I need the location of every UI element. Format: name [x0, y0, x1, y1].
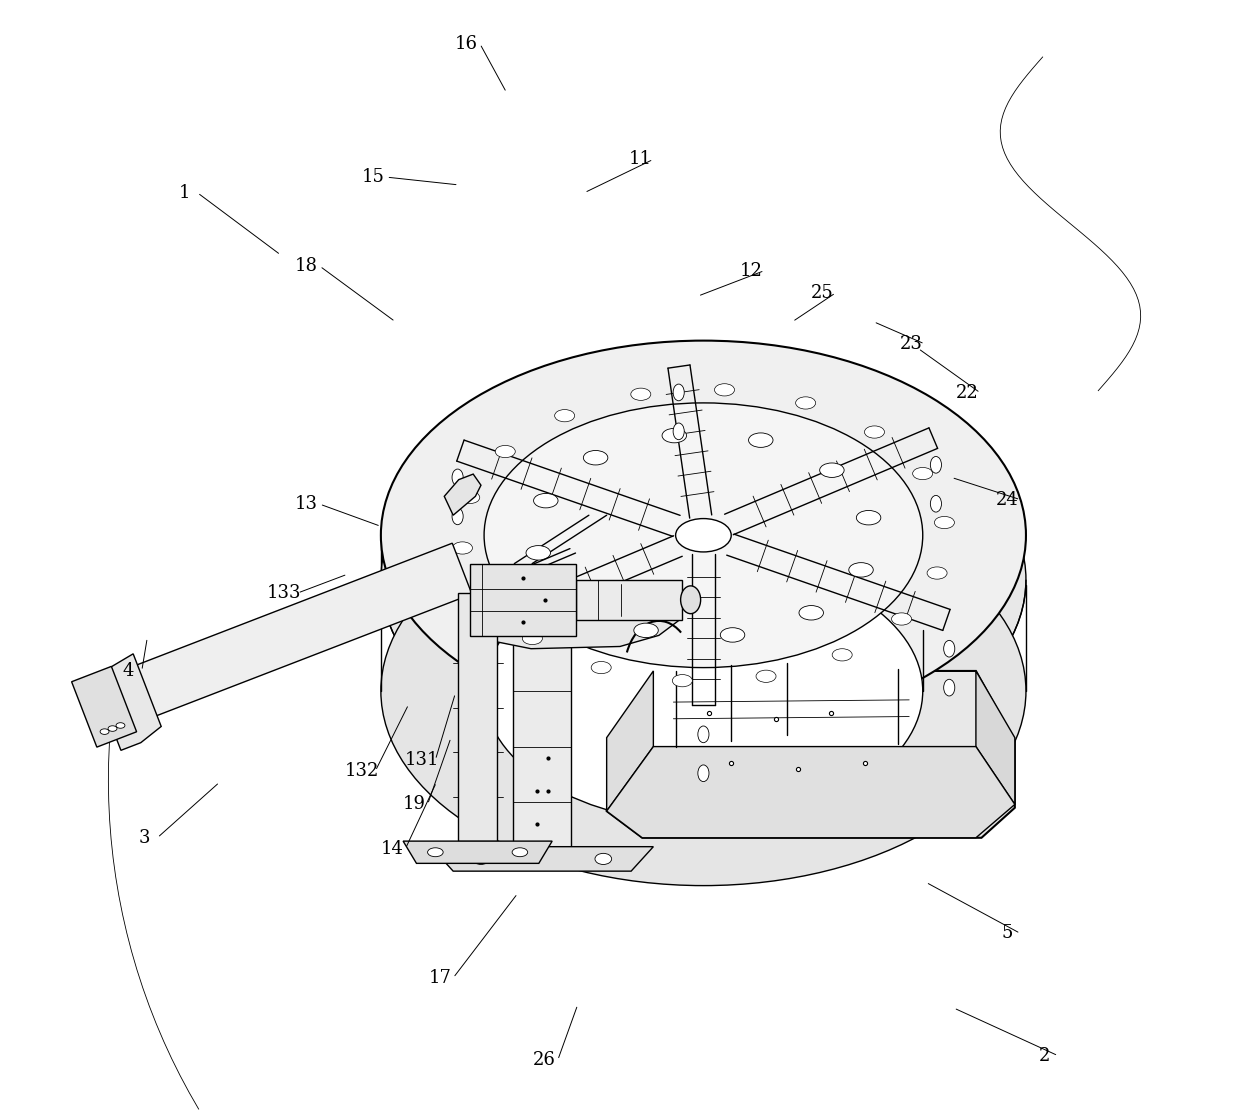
Ellipse shape	[522, 632, 542, 644]
Polygon shape	[444, 474, 481, 515]
Ellipse shape	[676, 518, 732, 552]
Ellipse shape	[756, 670, 776, 682]
Ellipse shape	[381, 385, 1025, 775]
Ellipse shape	[944, 640, 955, 657]
Ellipse shape	[944, 679, 955, 696]
Ellipse shape	[526, 545, 551, 560]
Polygon shape	[72, 667, 136, 747]
Ellipse shape	[820, 463, 844, 477]
Polygon shape	[976, 671, 1014, 804]
Text: 14: 14	[381, 840, 403, 857]
Text: 131: 131	[404, 750, 439, 769]
Ellipse shape	[453, 542, 472, 554]
Ellipse shape	[100, 729, 109, 735]
Ellipse shape	[453, 469, 464, 486]
Text: 5: 5	[1002, 924, 1013, 942]
Ellipse shape	[591, 661, 611, 673]
Polygon shape	[432, 846, 653, 871]
Ellipse shape	[832, 649, 852, 661]
Polygon shape	[403, 841, 552, 863]
Text: 16: 16	[455, 35, 477, 52]
Ellipse shape	[698, 726, 709, 743]
Ellipse shape	[465, 692, 476, 708]
Ellipse shape	[672, 675, 692, 687]
Ellipse shape	[673, 423, 684, 439]
Ellipse shape	[799, 605, 823, 620]
Ellipse shape	[554, 409, 574, 421]
Polygon shape	[464, 589, 681, 649]
Ellipse shape	[381, 340, 1025, 730]
Ellipse shape	[503, 609, 515, 617]
Polygon shape	[513, 630, 572, 846]
Ellipse shape	[465, 653, 476, 670]
Text: 26: 26	[533, 1051, 556, 1069]
Text: 25: 25	[811, 284, 833, 302]
Polygon shape	[93, 653, 161, 750]
Ellipse shape	[930, 495, 941, 512]
Ellipse shape	[453, 508, 464, 525]
Ellipse shape	[913, 467, 932, 479]
Text: 17: 17	[428, 969, 451, 987]
Text: 132: 132	[345, 762, 379, 780]
Ellipse shape	[108, 726, 117, 731]
Ellipse shape	[930, 456, 941, 473]
Text: 15: 15	[362, 168, 384, 186]
Ellipse shape	[864, 426, 884, 438]
Text: 133: 133	[267, 584, 301, 602]
Ellipse shape	[631, 388, 651, 400]
Ellipse shape	[512, 847, 528, 856]
Ellipse shape	[595, 853, 611, 864]
Ellipse shape	[381, 496, 1025, 885]
Ellipse shape	[796, 397, 816, 409]
Polygon shape	[120, 543, 472, 721]
Text: 19: 19	[403, 795, 425, 814]
Text: 4: 4	[123, 662, 134, 680]
Ellipse shape	[892, 613, 911, 626]
Ellipse shape	[533, 494, 558, 507]
Ellipse shape	[484, 559, 923, 823]
Ellipse shape	[681, 585, 701, 613]
Polygon shape	[606, 671, 653, 811]
Polygon shape	[458, 593, 497, 841]
Ellipse shape	[849, 563, 873, 578]
Text: 22: 22	[956, 384, 978, 401]
Ellipse shape	[720, 628, 745, 642]
Ellipse shape	[583, 450, 608, 465]
Ellipse shape	[928, 566, 947, 579]
Polygon shape	[606, 747, 1014, 837]
Ellipse shape	[935, 516, 955, 529]
Ellipse shape	[857, 511, 880, 525]
Text: 2: 2	[1039, 1047, 1050, 1065]
Ellipse shape	[117, 723, 125, 728]
Ellipse shape	[484, 403, 923, 668]
Ellipse shape	[474, 591, 495, 603]
Text: 18: 18	[295, 258, 317, 275]
Polygon shape	[577, 580, 682, 620]
Ellipse shape	[634, 623, 658, 638]
Text: 24: 24	[996, 491, 1018, 508]
Ellipse shape	[749, 433, 773, 447]
Ellipse shape	[593, 609, 604, 617]
Ellipse shape	[428, 847, 443, 856]
Ellipse shape	[563, 593, 588, 608]
Text: 11: 11	[629, 151, 651, 168]
Ellipse shape	[548, 609, 559, 617]
Text: 3: 3	[138, 828, 150, 846]
Ellipse shape	[714, 384, 734, 396]
Text: 12: 12	[740, 262, 763, 280]
Ellipse shape	[472, 853, 490, 864]
Ellipse shape	[495, 445, 516, 457]
Ellipse shape	[460, 492, 480, 504]
Ellipse shape	[673, 384, 684, 400]
Text: 23: 23	[900, 334, 923, 353]
Text: 1: 1	[179, 184, 190, 202]
Polygon shape	[606, 671, 1014, 837]
Polygon shape	[470, 563, 577, 636]
Ellipse shape	[698, 765, 709, 782]
Text: 13: 13	[295, 495, 317, 513]
Ellipse shape	[662, 428, 687, 443]
